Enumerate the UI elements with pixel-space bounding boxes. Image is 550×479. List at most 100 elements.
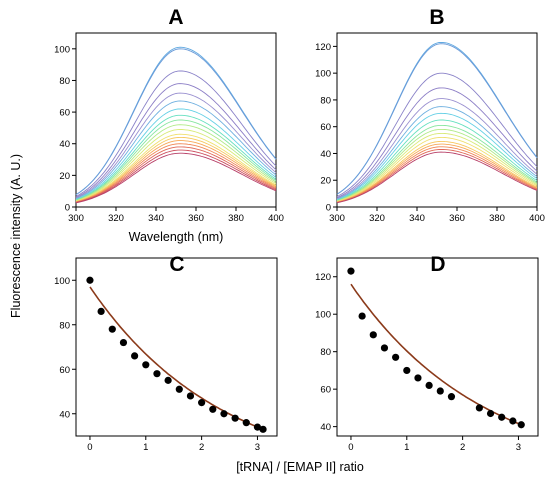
panel-b-frame bbox=[336, 32, 538, 208]
panel-c-data-point-6 bbox=[153, 370, 161, 378]
panel-d: D 0 1 2 3 40 60 80 100 120 bbox=[315, 253, 539, 453]
panel-b-xtick-label-0: 300 bbox=[329, 213, 345, 224]
panel-a-xtick-label-2: 340 bbox=[148, 213, 164, 224]
panel-a-ytick-label-1: 20 bbox=[59, 171, 70, 182]
panel-b-ytick-label-4: 80 bbox=[320, 95, 331, 106]
panel-a-title: A bbox=[168, 6, 183, 29]
panel-a-spectrum-14 bbox=[75, 143, 277, 203]
panel-b-plot: 300 320 340 360 380 400 0 20 40 60 80 100 120 bbox=[315, 42, 545, 224]
panel-b-xtick-label-1: 320 bbox=[369, 213, 385, 224]
panel-c-ytick-label-0: 40 bbox=[59, 409, 70, 420]
panel-d-data-point-0 bbox=[347, 267, 355, 275]
panel-a-xtick-label-3: 360 bbox=[188, 213, 204, 224]
panel-b-title: B bbox=[429, 6, 444, 29]
panel-a-spectrum-7 bbox=[75, 114, 277, 201]
panel-c-fit-line bbox=[89, 286, 264, 431]
panel-c-xtick-label-0: 0 bbox=[87, 442, 92, 453]
panel-c-frame bbox=[75, 257, 278, 437]
panel-b-spectrum-13 bbox=[336, 143, 538, 203]
panel-b-spectrum-15 bbox=[336, 148, 538, 203]
panel-c-data-point-0 bbox=[86, 276, 94, 284]
panel-b-ytick-label-0: 0 bbox=[326, 203, 331, 214]
panel-d-xtick-label-3: 3 bbox=[516, 442, 521, 453]
panel-d-ytick-label-1: 60 bbox=[320, 385, 331, 396]
panel-a-spectrum-4 bbox=[75, 92, 277, 199]
panel-a-plot: 300 320 340 360 380 400 0 20 40 60 80 100 bbox=[54, 44, 284, 224]
panel-d-data-point-2 bbox=[369, 331, 377, 339]
panel-a-xtick-label-5: 400 bbox=[268, 213, 284, 224]
panel-b-spectrum-9 bbox=[336, 128, 538, 202]
panel-a-spectrum-2 bbox=[75, 70, 277, 197]
panel-b-ytick-label-5: 100 bbox=[315, 69, 331, 80]
panel-b-spectrum-3 bbox=[336, 87, 538, 199]
panel-b-spectrum-16 bbox=[336, 151, 538, 204]
panel-d-frame bbox=[336, 257, 539, 437]
panel-a-xtick-label-0: 300 bbox=[68, 213, 84, 224]
panel-b-spectrum-4 bbox=[336, 98, 538, 200]
panel-a-spectrum-12 bbox=[75, 136, 277, 203]
panel-a-spectrum-17 bbox=[75, 152, 277, 204]
panel-d-data-point-10 bbox=[475, 404, 483, 412]
panel-c-ytick-label-1: 60 bbox=[59, 365, 70, 376]
panel-d-ytick-label-2: 80 bbox=[320, 347, 331, 358]
panel-c-xtick-label-1: 1 bbox=[143, 442, 148, 453]
panel-a-xtick-label-1: 320 bbox=[108, 213, 124, 224]
panel-c-data-point-10 bbox=[198, 399, 206, 407]
panel-b-spectrum-11 bbox=[336, 136, 538, 203]
panel-d-data-point-7 bbox=[425, 381, 433, 390]
panel-b-ytick-label-1: 20 bbox=[320, 176, 331, 187]
panel-a-spectrum-13 bbox=[75, 140, 277, 203]
panel-d-data-point-8 bbox=[436, 387, 444, 395]
panel-c-data-point-7 bbox=[164, 376, 172, 384]
panel-d-xtick-label-2: 2 bbox=[460, 442, 465, 453]
panel-d-xtick-label-1: 1 bbox=[404, 442, 409, 453]
panel-d-ytick-label-3: 100 bbox=[315, 310, 331, 321]
panel-c: C 0 1 2 3 40 60 80 100 bbox=[54, 253, 278, 453]
panel-c-data-point-13 bbox=[231, 414, 239, 422]
panel-d-data-point-12 bbox=[498, 413, 506, 421]
panel-c-data-point-3 bbox=[119, 338, 128, 347]
panel-d-data-point-1 bbox=[358, 312, 366, 320]
panel-d-data-point-6 bbox=[414, 374, 422, 382]
panel-c-data-point-11 bbox=[209, 405, 217, 413]
panel-a-ytick-label-0: 0 bbox=[65, 203, 70, 214]
panel-d-fit-line bbox=[350, 283, 522, 426]
panel-b-xtick-label-5: 400 bbox=[529, 213, 545, 224]
panel-b-ytick-label-6: 120 bbox=[315, 42, 331, 53]
panel-d-data-point-4 bbox=[392, 353, 400, 361]
panel-b-xtick-label-2: 340 bbox=[409, 213, 425, 224]
panel-a-spectrum-8 bbox=[75, 119, 277, 201]
panel-a-spectrum-9 bbox=[75, 124, 277, 202]
panel-b-xtick-label-3: 360 bbox=[449, 213, 465, 224]
panel-a-spectrum-11 bbox=[75, 133, 277, 202]
panel-c-data-point-5 bbox=[142, 361, 150, 369]
panel-c-data-point-9 bbox=[186, 392, 195, 400]
panel-a-spectrum-15 bbox=[75, 146, 277, 203]
panel-d-data-point-13 bbox=[509, 417, 517, 425]
panel-a-ytick-label-3: 60 bbox=[59, 108, 70, 119]
shared-y-axis-label: Fluorescence intensity (A. U.) bbox=[9, 154, 23, 318]
panel-a-spectrum-6 bbox=[75, 108, 277, 200]
panel-d-data-point-9 bbox=[447, 393, 456, 401]
panel-b-ytick-label-3: 60 bbox=[320, 122, 331, 133]
panel-c-data-point-12 bbox=[220, 410, 228, 418]
panel-a-ytick-label-2: 40 bbox=[59, 139, 70, 150]
panel-c-ytick-label-3: 100 bbox=[54, 276, 70, 287]
panel-a-spectrum-16 bbox=[75, 149, 277, 204]
panel-a-spectrum-1 bbox=[75, 48, 277, 196]
panel-b: B 300 320 340 360 380 400 0 20 40 60 80 100 120 bbox=[315, 6, 545, 224]
panel-d-plot: 0 1 2 3 40 60 80 100 120 bbox=[315, 267, 525, 453]
panel-d-data-point-11 bbox=[486, 409, 495, 418]
panel-b-spectrum-8 bbox=[336, 124, 538, 202]
panel-c-data-point-4 bbox=[131, 352, 139, 360]
panel-c-data-point-14 bbox=[242, 419, 250, 427]
panel-d-xtick-label-0: 0 bbox=[348, 442, 353, 453]
panel-c-title: C bbox=[169, 253, 184, 276]
panel-c-data-point-16 bbox=[259, 425, 267, 433]
panel-b-ytick-label-2: 40 bbox=[320, 149, 331, 160]
panel-b-spectrum-1 bbox=[336, 43, 538, 195]
panel-b-spectrum-2 bbox=[336, 72, 538, 197]
panel-c-data-point-1 bbox=[97, 307, 105, 315]
panel-c-plot: 0 1 2 3 40 60 80 100 bbox=[54, 276, 267, 453]
